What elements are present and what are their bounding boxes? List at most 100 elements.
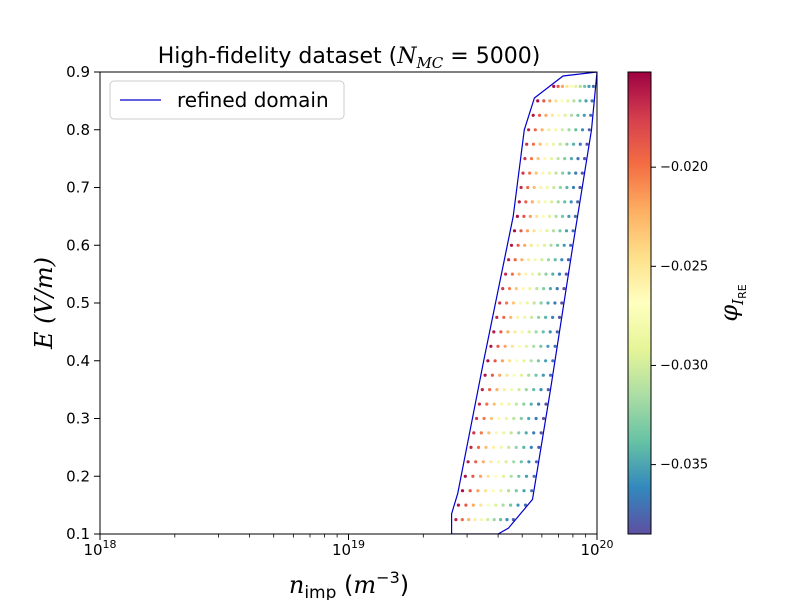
scatter-point [496,344,500,348]
scatter-point [583,157,587,161]
y-tick-label: 0.5 [66,294,90,312]
scatter-point [529,359,533,363]
scatter-point [507,445,511,449]
scatter-point [528,287,532,291]
scatter-point [527,258,531,262]
scatter-point [540,258,544,262]
scatter-point [480,388,484,392]
scatter-point [546,258,551,262]
scatter-point [554,214,558,218]
scatter-point [524,272,528,276]
scatter-point [496,460,501,464]
scatter-point [532,474,536,478]
scatter-point [479,431,483,435]
scatter-point [546,301,550,305]
scatter-point [554,171,558,175]
scatter-point [538,142,542,146]
scatter-point [557,315,562,319]
colorbar-label-sub: I [729,298,747,306]
scatter-point [541,214,545,218]
scatter-point [519,373,524,377]
scatter-point [502,431,506,435]
scatter-point [547,128,551,132]
scatter-point [492,330,496,334]
scatter-point [513,258,517,262]
scatter-point [569,157,574,161]
scatter-point [578,99,582,103]
scatter-point [509,315,513,319]
scatter-point [463,474,467,478]
scatter-point [489,416,494,421]
scatter-point [572,142,576,146]
scatter-point [522,445,526,449]
scatter-point [528,214,532,218]
x-label-symbol: n [289,571,304,599]
scatter-point [490,373,494,377]
scatter-point [539,431,543,435]
scatter-point [492,518,496,522]
scatter-point [468,489,472,493]
scatter-point [510,272,514,276]
legend-entry-label: refined domain [177,88,329,112]
scatter-point [578,84,582,88]
scatter-point [505,518,509,522]
scatter-point [534,416,538,421]
scatter-point [499,330,503,334]
scatter-point [534,171,538,175]
scatter-point [534,330,538,334]
scatter-point [533,258,537,262]
scatter-point [475,416,479,421]
y-tick-label: 0.9 [66,63,90,81]
scatter-point [542,243,547,247]
scatter-point [460,518,464,522]
x-label-unit-open: ( [336,571,353,599]
scatter-point [572,99,576,103]
scatter-point [486,503,490,507]
scatter-point [491,489,495,493]
y-tick-label: 0.4 [66,352,90,370]
scatter-point [548,99,552,103]
scatter-point [523,157,527,161]
scatter-point [454,518,458,522]
y-tick-label: 0.8 [66,121,90,139]
scatter-point [551,142,556,146]
scatter-point [556,200,560,204]
scatter-point [471,474,475,478]
scatter-point [555,330,559,334]
scatter-point [536,157,540,161]
scatter-point [548,214,552,218]
scatter-point [517,431,521,435]
scatter-point [517,474,521,478]
scatter-point [508,359,512,363]
scatter-point [516,503,520,507]
x-minor-ticks [174,534,587,538]
x-axis-label: nimp (m−3) [289,568,409,600]
scatter-series [454,84,596,522]
scatter-point [537,200,541,204]
scatter-point [492,445,496,449]
scatter-point [523,315,527,319]
scatter-point [544,272,548,276]
colorbar-ticks: −0.020 −0.025 −0.030 −0.035 [651,160,708,473]
scatter-point [479,503,483,507]
scatter-point [484,445,488,449]
scatter-point [532,388,536,392]
scatter-point [569,84,574,88]
scatter-point [514,445,518,449]
scatter-point [495,388,499,392]
scatter-point [582,113,586,117]
scatter-point [569,200,573,204]
scatter-point [484,489,488,493]
scatter-point [522,489,526,493]
scatter-point [489,460,493,464]
title-prefix: High-fidelity dataset ( [158,44,397,69]
scatter-point [519,185,523,190]
scatter-point [536,99,540,103]
scatter-point [500,359,504,363]
scatter-point [561,171,565,175]
x-axis-ticks: 1018 1019 1020 [83,534,614,559]
refined-domain-polygon [451,72,597,534]
scatter-point [494,474,498,478]
scatter-point [506,330,510,334]
